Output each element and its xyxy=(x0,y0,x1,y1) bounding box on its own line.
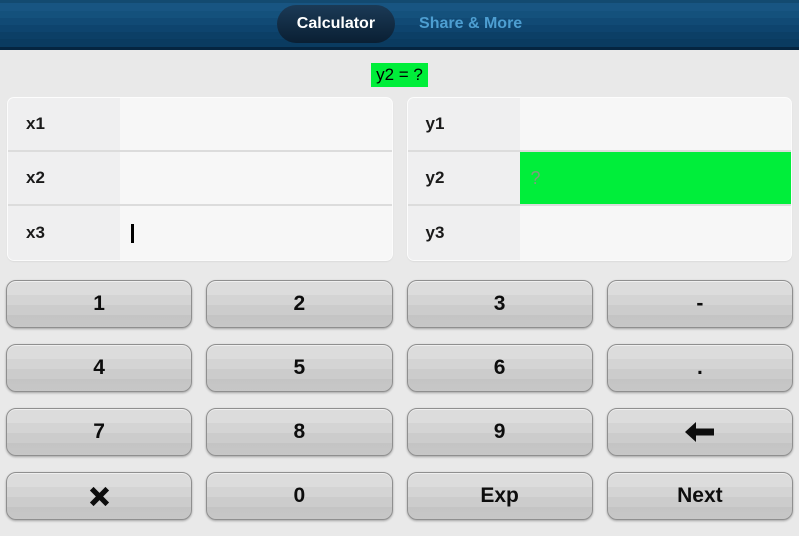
keypad: 1 2 3 - 4 5 6 . 7 8 9 0 Exp Next xyxy=(6,280,793,520)
equation-banner: y2 = ? xyxy=(371,63,428,87)
field-label-x3: x3 xyxy=(8,206,120,260)
field-input-x3[interactable] xyxy=(120,206,392,260)
key-2[interactable]: 2 xyxy=(206,280,393,328)
key-0[interactable]: 0 xyxy=(206,472,393,520)
key-exp[interactable]: Exp xyxy=(406,472,593,520)
key-4[interactable]: 4 xyxy=(6,344,193,392)
key-minus[interactable]: - xyxy=(606,280,793,328)
field-row-x3: x3 xyxy=(8,206,392,260)
field-input-y2[interactable]: ? xyxy=(519,152,791,204)
field-row-y2: y2 ? xyxy=(407,152,791,206)
heavy-x-icon xyxy=(88,485,111,508)
field-label-y3: y3 xyxy=(407,206,520,260)
field-input-x1[interactable] xyxy=(120,98,392,150)
field-label-y1: y1 xyxy=(407,98,520,150)
key-1[interactable]: 1 xyxy=(6,280,193,328)
key-dot[interactable]: . xyxy=(606,344,793,392)
tab-calculator[interactable]: Calculator xyxy=(276,4,396,43)
field-label-x2: x2 xyxy=(8,152,120,204)
key-backspace[interactable] xyxy=(606,408,793,456)
input-table-x: x1 x2 x3 xyxy=(8,98,392,260)
key-next[interactable]: Next xyxy=(606,472,793,520)
backspace-arrow-icon xyxy=(683,420,717,444)
tab-share-more[interactable]: Share & More xyxy=(419,14,523,32)
app-header: Calculator Share & More xyxy=(0,0,799,50)
field-row-x2: x2 xyxy=(8,152,392,206)
key-9[interactable]: 9 xyxy=(406,408,593,456)
key-7[interactable]: 7 xyxy=(6,408,193,456)
key-3[interactable]: 3 xyxy=(406,280,593,328)
key-6[interactable]: 6 xyxy=(406,344,593,392)
field-label-x1: x1 xyxy=(8,98,120,150)
input-tables: x1 x2 x3 y1 y2 ? y3 xyxy=(0,98,799,260)
key-5[interactable]: 5 xyxy=(206,344,393,392)
text-cursor xyxy=(131,223,134,243)
key-multiply[interactable] xyxy=(6,472,193,520)
field-row-x1: x1 xyxy=(8,98,392,152)
field-label-y2: y2 xyxy=(407,152,520,204)
field-row-y3: y3 xyxy=(407,206,791,260)
field-input-x2[interactable] xyxy=(120,152,392,204)
field-input-y1[interactable] xyxy=(519,98,791,150)
key-8[interactable]: 8 xyxy=(206,408,393,456)
field-row-y1: y1 xyxy=(407,98,791,152)
input-table-y: y1 y2 ? y3 xyxy=(407,98,791,260)
field-input-y3[interactable] xyxy=(519,206,791,260)
